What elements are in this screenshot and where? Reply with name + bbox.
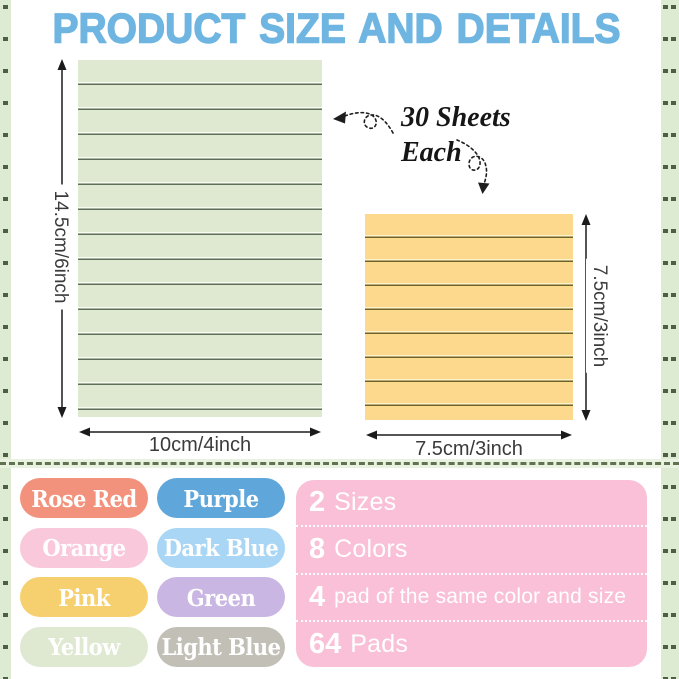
arrow-to-small-pad (456, 139, 488, 185)
large-pad-height-label: 14.5cm/6inch (47, 184, 73, 310)
large-notepad (78, 60, 322, 417)
detail-text: Sizes (334, 488, 397, 517)
color-swatch-grid: Rose Red Purple Orange Dark Blue Pink Gr… (20, 478, 285, 667)
swatch-rose-red: Rose Red (20, 478, 148, 518)
swatch-label: Light Blue (161, 632, 281, 661)
details-box: 2 Sizes 8 Colors 4 pad of the same color… (296, 480, 647, 667)
sheet-count-annotation: 30 Sheets Each (401, 100, 511, 170)
small-pad-height-label: 7.5cm/3inch (586, 258, 612, 374)
large-pad-width-label: 10cm/4inch (148, 434, 252, 456)
detail-row-total-pads: 64 Pads (296, 622, 647, 667)
left-stitched-border (0, 0, 11, 679)
page-title: PRODUCT SIZE AND DETAILS (52, 5, 621, 53)
swatch-dark-blue: Dark Blue (157, 527, 285, 568)
detail-text: Pads (350, 629, 409, 658)
detail-row-sizes: 2 Sizes (296, 480, 647, 528)
arrow-to-large-pad (344, 111, 394, 134)
sheet-count-line1: 30 Sheets (401, 102, 511, 133)
detail-row-pads-per-color: 4 pad of the same color and size (296, 575, 647, 622)
large-pad-width-arrow (79, 427, 321, 437)
detail-text: pad of the same color and size (334, 585, 627, 609)
swatch-label: Purple (183, 484, 259, 512)
swatch-label: Orange (42, 533, 126, 562)
small-notepad (365, 214, 573, 420)
detail-number: 4 (309, 580, 326, 613)
swatch-purple: Purple (157, 478, 285, 518)
swatch-label: Green (186, 583, 256, 611)
detail-number: 64 (309, 627, 342, 660)
right-stitched-border (661, 0, 679, 679)
swatch-orange: Orange (20, 527, 148, 568)
swatch-label: Rose Red (31, 484, 137, 512)
swatch-green: Green (157, 577, 285, 617)
dotted-annotation-arrows (333, 111, 490, 194)
swatch-yellow: Yellow (20, 626, 148, 667)
swatch-pink: Pink (20, 577, 148, 617)
swatch-label: Dark Blue (163, 533, 279, 562)
small-pad-width-arrow (366, 430, 572, 440)
small-pad-width-label: 7.5cm/3inch (415, 438, 523, 460)
swatch-label: Pink (58, 583, 110, 611)
swatch-label: Yellow (48, 632, 120, 661)
detail-text: Colors (334, 535, 408, 564)
dashed-divider (0, 459, 679, 468)
swatch-light-blue: Light Blue (157, 626, 285, 667)
detail-row-colors: 8 Colors (296, 527, 647, 575)
detail-number: 2 (309, 486, 326, 519)
detail-number: 8 (309, 533, 326, 566)
sheet-count-line2: Each (401, 137, 462, 168)
